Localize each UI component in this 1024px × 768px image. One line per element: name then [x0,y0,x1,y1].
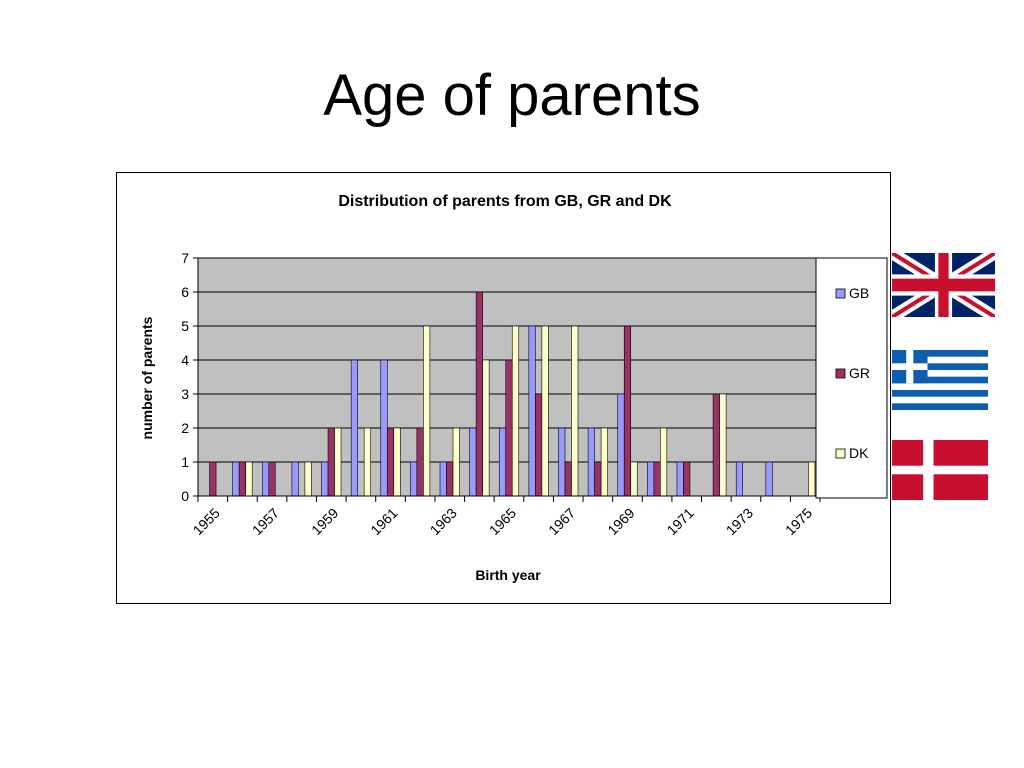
bar-dk [423,325,431,497]
bar-dk [630,461,638,497]
bar-gb [587,427,595,497]
bar-dk [334,427,342,497]
slide-title: Age of parents [323,63,701,128]
x-tick-label: 1975 [782,505,815,538]
bar-gb [291,461,299,497]
chart-title: Distribution of parents from GB, GR and … [338,193,672,210]
bar-gr [268,461,276,497]
y-axis-label: number of parents [139,316,155,439]
bar-dk [393,427,401,497]
bar-gb [232,461,240,497]
bar-dk [511,325,520,497]
bar-gb [350,359,358,497]
y-tick-label: 4 [181,352,189,368]
bar-dk [571,325,579,497]
bar-dk [245,461,253,497]
bar-gr [505,359,513,497]
bar-gr [535,393,543,497]
x-tick-label: 1961 [367,505,400,538]
bar-gb [410,461,418,497]
chart-legend: GB GR DK [815,257,888,499]
bar-chart: Distribution of parents from GB, GR and … [139,193,888,583]
bar-dk [808,461,816,497]
bar-gr [475,291,483,497]
x-tick-label: 1973 [723,505,756,538]
bar-gr [683,461,691,497]
bar-gr [564,461,572,497]
bar-gb [439,461,447,497]
y-tick-label: 6 [181,284,189,300]
x-tick-label: 1959 [308,505,341,538]
legend-label-gb: GB [849,285,869,301]
legend-box [815,257,888,499]
y-tick-label: 5 [181,318,189,334]
bar-gr [446,461,454,497]
y-tick-label: 1 [181,454,189,470]
bar-gr [416,427,424,497]
bar-gr [238,461,246,497]
bar-gb [469,427,477,497]
bar-gb [558,427,566,497]
bar-dk [452,427,460,497]
bar-gb [261,461,270,497]
bar-dk [541,325,549,497]
bar-gb [735,461,744,497]
bar-gb [617,393,625,497]
bar-gr [623,325,632,497]
x-tick-label: 1967 [545,505,578,538]
legend-swatch-gb [835,288,846,299]
bar-gb [380,359,388,497]
bar-gr [386,427,395,497]
greece-flag-icon [892,350,988,410]
bar-gb [676,461,684,497]
x-tick-label: 1965 [486,505,519,538]
bar-gr [327,427,335,497]
bar-gb [498,427,507,497]
x-tick-label: 1969 [604,505,637,538]
x-tick-label: 1963 [427,505,460,538]
bar-gr [594,461,602,497]
uk-flag-icon [892,253,995,317]
bar-dk [660,427,668,497]
y-tick-label: 2 [181,420,189,436]
x-tick-label: 1971 [663,505,696,538]
legend-swatch-dk [835,448,846,459]
bar-gb [321,461,329,497]
bar-dk [363,427,371,497]
bar-gr [653,461,661,497]
bar-gr [209,461,217,497]
legend-label-gr: GR [849,365,870,381]
y-tick-label: 7 [181,250,189,266]
denmark-flag-icon [892,440,988,500]
bar-dk [600,427,608,497]
bar-dk [482,359,490,497]
legend-swatch-gr [835,368,846,379]
bar-gr [712,393,720,497]
y-tick-label: 3 [181,386,189,402]
bar-gb [647,461,655,497]
legend-label-dk: DK [849,445,869,461]
bar-gb [528,325,536,497]
x-tick-label: 1955 [190,505,223,538]
bar-gb [765,461,773,497]
bar-dk [719,393,727,497]
x-tick-label: 1957 [249,505,282,538]
y-tick-label: 0 [181,488,189,504]
bar-dk [304,461,312,497]
x-axis-label: Birth year [475,567,541,583]
